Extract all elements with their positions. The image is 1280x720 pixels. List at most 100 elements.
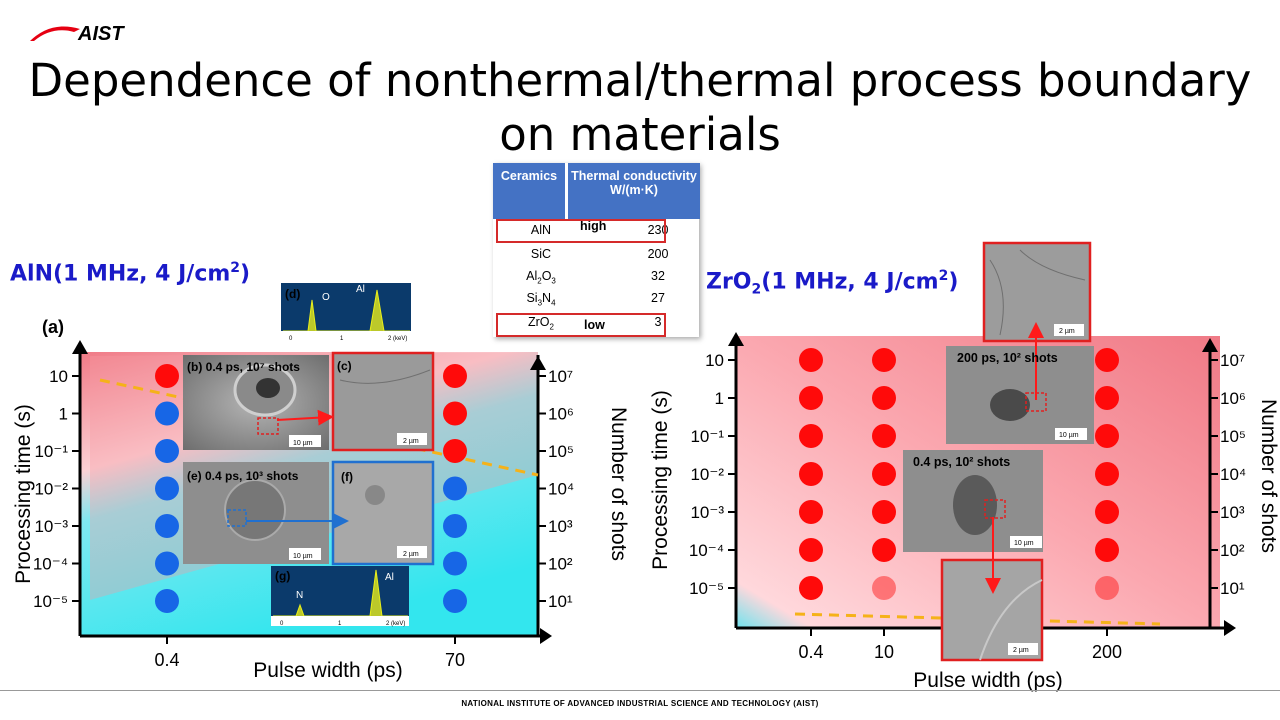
edx-g-Al: Al <box>385 572 394 583</box>
table-header-ceramics: Ceramics <box>493 163 565 219</box>
thermal-point <box>799 576 823 600</box>
y-tick-label: 10⁻⁵ <box>33 592 68 611</box>
inset-right-top <box>982 241 1092 343</box>
footer-text: NATIONAL INSTITUTE OF ADVANCED INDUSTRIA… <box>461 699 819 708</box>
panel-label-a: (a) <box>42 317 64 337</box>
inset-200ps-label: 200 ps, 10² shots <box>957 351 1058 365</box>
table-row-name: Al2O3 <box>526 269 556 286</box>
nonthermal-point <box>443 589 467 613</box>
edx-d-tick0: 0 <box>289 336 293 342</box>
nonthermal-point <box>155 439 179 463</box>
table-row-name: Si3N4 <box>526 291 556 308</box>
table-row-value: 32 <box>651 269 665 283</box>
nonthermal-point <box>443 514 467 538</box>
y2-tick-label: 10⁴ <box>1220 465 1246 484</box>
table-row-value: 3 <box>654 315 662 329</box>
left-ylabel: Processing time (s) <box>12 404 35 584</box>
nonthermal-point <box>443 551 467 576</box>
edx-g-tick0: 0 <box>280 621 284 627</box>
y2-tick-label: 10⁷ <box>1220 351 1245 370</box>
y2-tick-label: 10² <box>548 555 573 574</box>
inset-200-scale: 10 µm <box>1059 432 1079 439</box>
thermal-point <box>1095 576 1119 600</box>
y-tick-label: 10⁻³ <box>34 517 68 536</box>
thermal-point <box>1095 500 1119 524</box>
y-tick-label: 1 <box>59 405 68 424</box>
inset-rt-scale: 2 µm <box>1059 328 1075 335</box>
thermal-point <box>1095 386 1119 410</box>
y2-tick-label: 10⁶ <box>1220 389 1246 408</box>
page-title-line2: on materials <box>499 108 781 161</box>
y-tick-label: 10⁻¹ <box>690 427 724 446</box>
inset-f <box>331 460 435 566</box>
table-low-label: low <box>584 318 605 332</box>
x-tick-label: 70 <box>445 650 465 670</box>
y2-tick-label: 10³ <box>548 517 573 536</box>
thermal-point <box>872 500 896 524</box>
nonthermal-point <box>155 589 179 613</box>
y2-tick-label: 10¹ <box>548 592 573 611</box>
inset-c-scale: 2 µm <box>403 438 419 445</box>
inset-rb-scale: 2 µm <box>1013 647 1029 654</box>
edx-g-tick2: 2 (keV) <box>386 621 405 627</box>
highlight-zro2 <box>496 313 666 337</box>
nonthermal-point <box>155 401 179 426</box>
x-tick-label: 0.4 <box>154 650 179 670</box>
thermal-point <box>872 538 896 562</box>
inset-04-scale: 10 µm <box>1014 540 1034 547</box>
inset-c-label: (c) <box>337 359 352 373</box>
y-tick-label: 10⁻¹ <box>34 442 68 461</box>
thermal-point <box>1095 538 1119 562</box>
inset-04ps-label: 0.4 ps, 10² shots <box>913 455 1010 469</box>
right-heading: ZrO2(1 MHz, 4 J/cm2) <box>706 268 959 298</box>
y-tick-label: 10⁻⁴ <box>689 541 724 560</box>
thermal-point <box>443 364 467 388</box>
edx-d-tick2: 2 (keV) <box>388 336 407 342</box>
thermal-point <box>1095 348 1119 372</box>
y-tick-label: 10 <box>705 351 724 370</box>
inset-b-label: (b) 0.4 ps, 10⁷ shots <box>187 360 300 374</box>
thermal-point <box>872 462 896 486</box>
x-tick-label: 200 <box>1092 642 1122 662</box>
thermal-point <box>799 500 823 524</box>
right-boundary-line <box>794 612 1161 626</box>
edx-d-Al: Al <box>356 284 365 295</box>
nonthermal-point <box>155 551 179 576</box>
right-y2label: Number of shots <box>1257 399 1280 553</box>
aist-logo: AIST <box>30 23 125 45</box>
highlight-aln <box>496 219 666 243</box>
edx-d <box>281 283 411 341</box>
thermal-point <box>155 364 179 388</box>
thermal-point <box>872 424 896 448</box>
y-tick-label: 1 <box>715 389 724 408</box>
y-tick-label: 10 <box>49 367 68 386</box>
y-tick-label: 10⁻³ <box>690 503 724 522</box>
edx-g <box>271 566 409 626</box>
x-tick-label: 0.4 <box>798 642 823 662</box>
right-xlabel: Pulse width (ps) <box>913 669 1062 692</box>
y2-tick-label: 10⁴ <box>548 480 574 499</box>
table-row-value: 200 <box>647 247 669 261</box>
thermal-point <box>799 348 823 372</box>
conductivity-table: Ceramics Thermal conductivity W/(m·K) hi… <box>493 163 700 337</box>
left-y2label: Number of shots <box>607 407 630 561</box>
y2-tick-label: 10² <box>1220 541 1245 560</box>
footer-divider <box>0 690 1280 691</box>
table-row-value: 27 <box>651 291 665 305</box>
right-ylabel: Processing time (s) <box>649 390 672 570</box>
nonthermal-point <box>155 514 179 538</box>
inset-e-scale: 10 µm <box>293 553 313 560</box>
thermal-point <box>799 386 823 410</box>
left-xlabel: Pulse width (ps) <box>253 659 402 682</box>
table-high-label: high <box>580 219 607 233</box>
edx-g-tick1: 1 <box>338 621 342 627</box>
y-tick-label: 10⁻² <box>690 465 724 484</box>
thermal-point <box>443 401 467 426</box>
y-tick-label: 10⁻⁵ <box>689 579 724 598</box>
inset-f-scale: 2 µm <box>403 551 419 558</box>
y2-tick-label: 10⁷ <box>548 367 573 386</box>
y2-tick-label: 10⁶ <box>548 405 574 424</box>
thermal-point <box>443 439 467 463</box>
table-row-name: SiC <box>530 247 552 261</box>
